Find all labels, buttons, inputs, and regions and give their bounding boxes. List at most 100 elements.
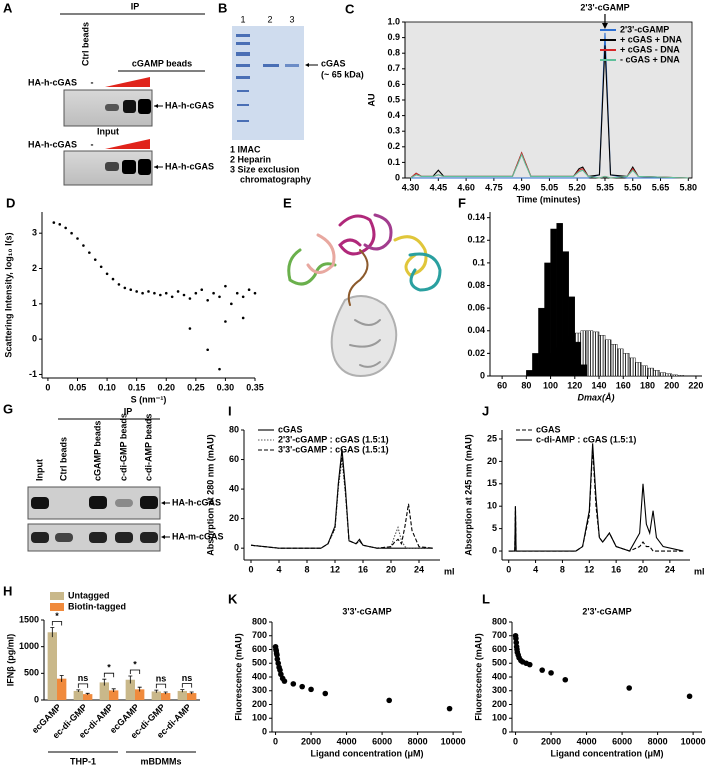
panel-letter: L — [482, 591, 490, 606]
point — [218, 295, 221, 299]
y-tick-label: 300 — [492, 685, 507, 695]
y-tick-label: 300 — [252, 685, 267, 695]
legend-line: 3 Size exclusion — [230, 164, 300, 174]
panel-letter: E — [283, 195, 292, 210]
point — [105, 272, 109, 276]
band-label: HA-m-cGAS — [172, 531, 224, 541]
x-tick-label: 2000 — [541, 736, 561, 746]
bar — [47, 632, 57, 700]
panel-letter: H — [3, 583, 12, 598]
histogram-bar — [617, 348, 624, 377]
y-axis-label: Absorption at 245 nm (mAU) — [463, 434, 473, 556]
y-axis-label: AU — [366, 94, 376, 107]
x-tick-label: 24 — [414, 564, 424, 574]
point — [241, 316, 245, 320]
y-tick-label: 2 — [32, 263, 37, 273]
chart-line: I 0 20 40 60 80 0 4 8 12 16 20 24 Absorption at 280 n… — [205, 403, 454, 576]
y-axis-label: IFNβ (pg/ml) — [5, 634, 15, 686]
x-axis-label: ml — [694, 566, 705, 576]
panel-e: E — [283, 195, 442, 377]
arrow-head — [161, 535, 165, 539]
y-tick-label: 700 — [492, 630, 507, 640]
x-tick-label: 4 — [533, 564, 538, 574]
y-tick-label: 0.1 — [472, 257, 485, 267]
point — [164, 291, 168, 295]
histogram-bar — [526, 370, 533, 377]
panel-letter: C — [345, 1, 355, 16]
x-tick-label: 0 — [506, 564, 511, 574]
y-tick-label: 15 — [487, 478, 497, 488]
point — [117, 283, 121, 286]
point — [141, 291, 144, 295]
y-axis-label: Fluorescence (mAU) — [233, 633, 243, 721]
point — [135, 290, 138, 293]
point — [159, 293, 162, 297]
x-tick-label: 0.10 — [98, 382, 116, 392]
legend-label: + cGAS + DNA — [620, 34, 683, 44]
x-tick-label: 0 — [45, 382, 50, 392]
x-tick-label: 16 — [358, 564, 368, 574]
y-tick-label: 0 — [234, 543, 239, 553]
point — [147, 290, 150, 293]
x-tick-label: 12 — [584, 564, 594, 574]
y-tick-label: 0.5 — [387, 94, 400, 104]
histogram-bar — [586, 330, 594, 377]
bar — [135, 689, 145, 700]
y-tick-label: 0 — [34, 694, 39, 704]
band-size: (~ 65 kDa) — [321, 69, 364, 79]
significance-bracket — [155, 683, 167, 689]
error-bar — [50, 627, 55, 638]
x-tick-label: 200 — [664, 380, 679, 390]
y-axis-label: Scattering Intensity, log₁₀ I(s) — [3, 232, 13, 357]
error-bar — [76, 689, 81, 692]
histogram-bar — [623, 353, 630, 377]
x-tick-label: 4000 — [577, 736, 597, 746]
x-tick-label: 0.30 — [217, 382, 235, 392]
x-axis-label: ml — [444, 566, 455, 576]
y-tick-label: 0.9 — [387, 32, 400, 42]
x-tick-label: 140 — [592, 380, 607, 390]
histogram-bar — [677, 375, 685, 377]
row-label: HA-h-cGAS — [28, 139, 77, 149]
panel-letter: F — [458, 195, 466, 210]
structure-loop — [408, 252, 442, 292]
y-tick-label: 500 — [24, 668, 39, 678]
point — [99, 265, 103, 269]
histogram-bar — [580, 364, 588, 377]
point — [64, 226, 67, 230]
histogram-bar — [629, 357, 636, 377]
significance-label: * — [107, 663, 111, 673]
y-tick-label: 0 — [502, 726, 507, 736]
error-bar — [128, 675, 133, 684]
x-tick-label: 20 — [386, 564, 396, 574]
error-bar — [102, 678, 107, 686]
band — [89, 532, 107, 543]
x-tick-label: 220 — [688, 380, 703, 390]
y-tick-label: 0.02 — [467, 348, 485, 358]
x-tick-label: 0.20 — [157, 382, 175, 392]
legend-swatch — [50, 592, 64, 600]
legend-label: + cGAS - DNA — [620, 44, 680, 54]
panel-letter: A — [3, 0, 13, 15]
band — [122, 160, 136, 174]
input-label: Input — [97, 126, 119, 136]
y-tick-label: 0.2 — [387, 141, 400, 151]
structure-loop — [347, 249, 369, 306]
arrow-head — [154, 104, 158, 108]
histogram-bar — [568, 296, 576, 377]
gradient-triangle — [105, 77, 150, 87]
y-tick-label: 5 — [492, 523, 497, 533]
y-tick-label: 0.6 — [387, 79, 400, 89]
panel-a: A IP Ctrl beads cGAMP beads HA-h-cGAS - … — [3, 0, 214, 186]
histogram-bar — [635, 362, 642, 377]
y-tick-label: 0.14 — [467, 212, 485, 222]
point — [230, 302, 233, 306]
point — [539, 667, 545, 673]
significance-bracket — [181, 683, 193, 688]
x-tick-label: 80 — [521, 380, 531, 390]
point — [212, 291, 215, 295]
ip-label: IP — [131, 1, 140, 11]
y-tick-label: 500 — [492, 658, 507, 668]
y-tick-label: 0.3 — [387, 126, 400, 136]
panel-letter: J — [482, 403, 489, 418]
